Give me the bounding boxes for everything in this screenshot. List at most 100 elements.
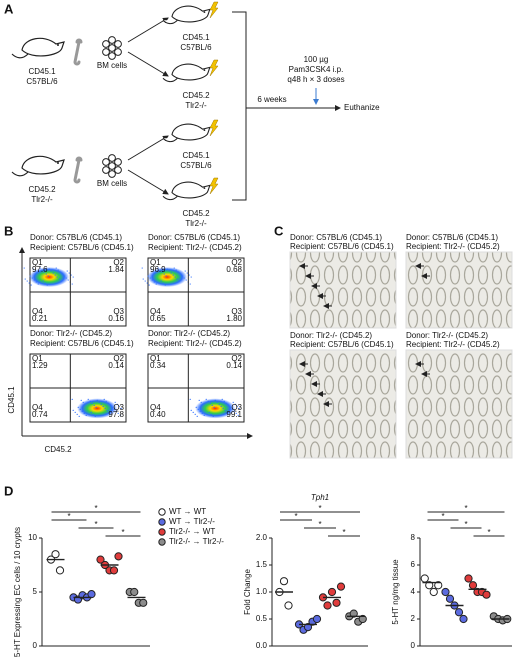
quadrant-value: 0.14	[226, 361, 242, 370]
data-point	[55, 566, 65, 575]
cell-dot	[179, 273, 181, 275]
mouse-icon	[162, 63, 211, 83]
arrow	[127, 135, 169, 161]
cell-dot	[119, 414, 121, 416]
mouse-body	[162, 181, 211, 201]
cell-dot	[147, 275, 149, 277]
histology-image	[289, 251, 397, 329]
cell-dot	[116, 403, 118, 405]
quadrant-value: 99.1	[226, 410, 242, 419]
label: Recipient: Tlr2-/- (CD45.2)	[148, 339, 242, 348]
data-point	[420, 574, 429, 583]
cell-dot	[183, 277, 185, 279]
cell-dot	[120, 407, 122, 409]
cell-dot	[65, 277, 67, 279]
cell-dot	[47, 275, 49, 277]
arrow	[127, 51, 169, 77]
cell-dot	[34, 270, 36, 272]
quadrant-name: Q3	[113, 307, 124, 316]
data-point	[87, 590, 96, 599]
y-tick-label: 0	[33, 641, 38, 650]
cell-dot	[165, 275, 167, 277]
cell-dot	[92, 413, 94, 415]
cell-dot	[108, 411, 110, 413]
cell-dot	[42, 280, 44, 282]
cell-dot	[153, 281, 155, 283]
quadrant-value: 1.29	[32, 361, 48, 370]
data-point	[327, 587, 337, 597]
cell-dot	[221, 398, 223, 400]
cell-dot	[33, 279, 35, 281]
cell-dot	[157, 267, 159, 269]
bm-cell	[102, 158, 110, 166]
bm-cell	[114, 158, 122, 166]
cell-cluster	[29, 267, 70, 288]
bm-cell	[114, 48, 122, 56]
cell-dot	[194, 413, 196, 415]
cell-dot	[35, 281, 37, 283]
bm-cell	[102, 166, 110, 174]
cell-dot	[39, 267, 41, 269]
label: C57BL/6	[26, 77, 58, 86]
cell-dot	[60, 280, 62, 282]
cell-dot	[63, 275, 65, 277]
data-point	[445, 594, 455, 603]
mouse-eye	[57, 44, 59, 46]
significance-label: *	[464, 520, 467, 529]
legend-marker	[158, 528, 166, 536]
cell-dot	[207, 400, 209, 402]
cell-dot	[196, 415, 198, 417]
cell-dot	[190, 276, 192, 278]
data-point	[434, 581, 443, 590]
cell-dot	[79, 408, 81, 410]
mouse-eye	[203, 11, 206, 13]
mouse-eye	[203, 69, 206, 71]
cell-dot	[56, 276, 58, 278]
y-axis-label: 5-HT ng/mg tissue	[391, 559, 400, 625]
quadrant-name: Q3	[231, 307, 242, 316]
cell-dot	[210, 413, 212, 415]
label: Donor: C57BL/6 (CD45.1)	[30, 233, 122, 242]
mouse-body	[162, 123, 211, 143]
data-point	[482, 590, 491, 599]
label: CD45.2	[182, 91, 210, 100]
cell-dot	[68, 272, 70, 274]
y-tick-label: 10	[28, 533, 37, 542]
cell-dot	[177, 271, 179, 273]
arrow	[127, 17, 169, 43]
cell-dot	[176, 278, 178, 280]
cell-dot	[106, 409, 108, 411]
cell-dot	[117, 412, 119, 414]
quadrant-name: Q4	[150, 403, 161, 412]
cell-dot	[218, 403, 220, 405]
y-tick-label: 0.5	[256, 614, 268, 623]
label: C57BL/6	[180, 43, 212, 52]
label: Tlr2-/-	[31, 195, 53, 204]
label: Donor: C57BL/6 (CD45.1)	[406, 233, 498, 242]
cell-dot	[186, 272, 188, 274]
mouse-eye	[203, 129, 206, 131]
label: Donor: Tlr2-/- (CD45.2)	[290, 331, 372, 340]
quadrant-value: 0.68	[226, 265, 242, 274]
bracket	[232, 11, 247, 201]
cell-dot	[208, 411, 210, 413]
cell-dot	[236, 405, 238, 407]
irradiation-icon	[209, 59, 219, 77]
cell-dot	[178, 280, 180, 282]
quadrant-name: Q2	[113, 258, 124, 267]
label: Donor: Tlr2-/- (CD45.2)	[148, 329, 230, 338]
cell-dot	[184, 270, 186, 272]
label: Recipient: Tlr2-/- (CD45.2)	[406, 340, 500, 349]
cell-dot	[29, 275, 31, 277]
quadrant-name: Q2	[231, 354, 242, 363]
cell-dot	[24, 278, 26, 280]
bm-cell	[108, 170, 116, 178]
significance-label: *	[342, 528, 345, 537]
significance-label: *	[94, 504, 97, 513]
quadrant-name: Q3	[113, 403, 124, 412]
cell-dot	[212, 415, 214, 417]
data-point	[279, 577, 289, 586]
cell-dot	[181, 275, 183, 277]
bone-icon	[73, 156, 83, 184]
cell-dot	[175, 269, 177, 271]
